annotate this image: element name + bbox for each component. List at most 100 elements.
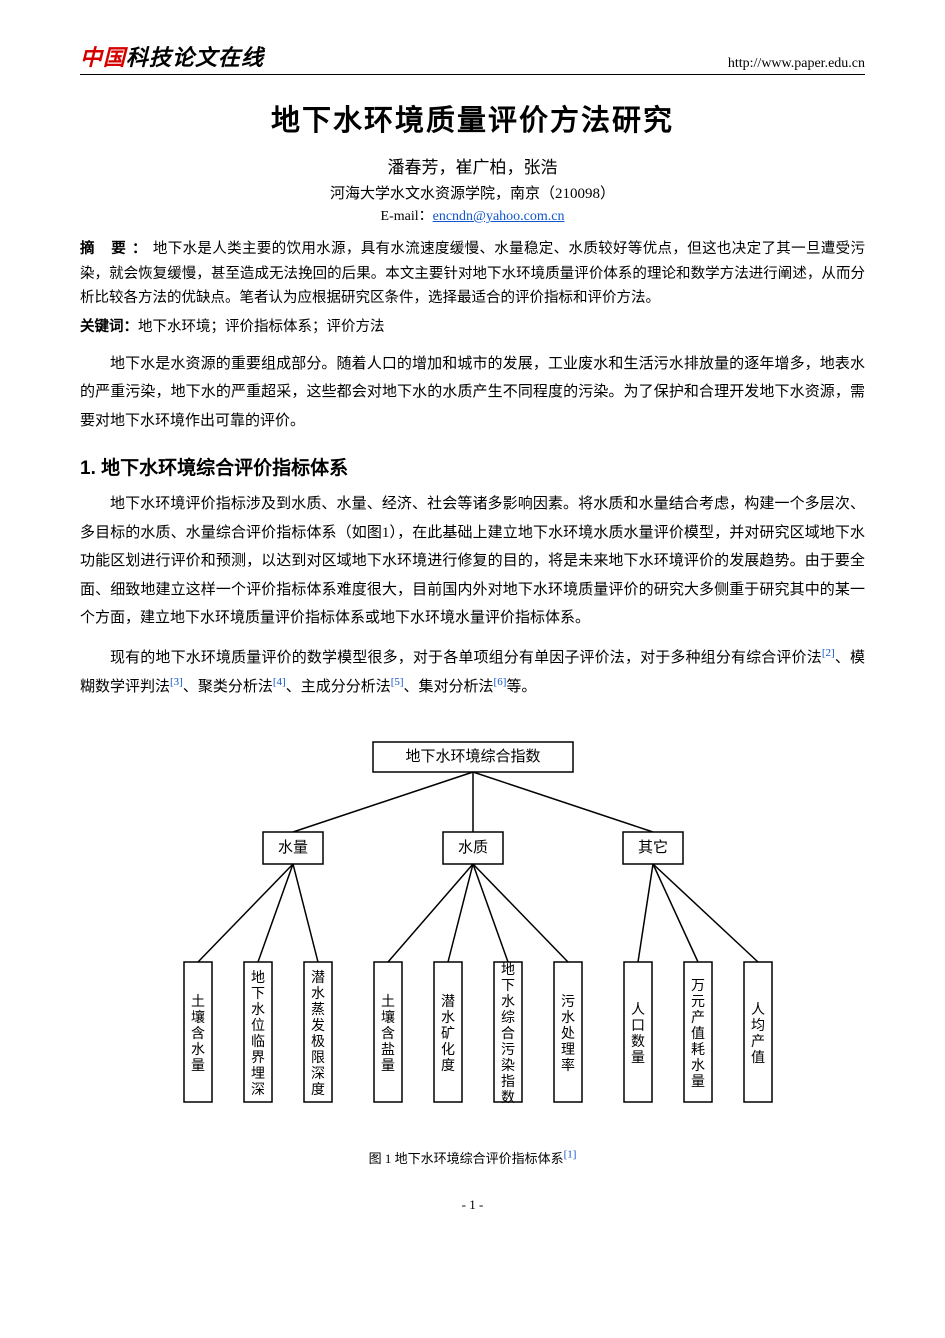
svg-text:数: 数 bbox=[631, 1034, 645, 1050]
svg-text:量: 量 bbox=[631, 1050, 645, 1066]
figure-1-caption: 图 1 地下水环境综合评价指标体系[1] bbox=[80, 1148, 865, 1167]
svg-text:处: 处 bbox=[561, 1026, 575, 1042]
svg-text:值: 值 bbox=[691, 1026, 705, 1042]
svg-text:量: 量 bbox=[691, 1074, 705, 1090]
section-1-para-2: 现有的地下水环境质量评价的数学模型很多，对于各单项组分有单因子评价法，对于多种组… bbox=[80, 643, 865, 702]
svg-text:度: 度 bbox=[311, 1082, 325, 1098]
email-label: E-mail： bbox=[381, 209, 433, 224]
svg-text:量: 量 bbox=[191, 1058, 205, 1074]
svg-text:人: 人 bbox=[631, 1002, 645, 1018]
page-header: 中国科技论文在线 http://www.paper.edu.cn bbox=[80, 40, 865, 75]
ref-4[interactable]: [4] bbox=[273, 676, 286, 688]
figure-1: 地下水环境综合指数水量水质其它土壤含水量地下水位临界埋深潜水蒸发极限深度土壤含盐… bbox=[153, 722, 793, 1142]
svg-text:水质: 水质 bbox=[457, 839, 487, 856]
logo-black: 科技论文在线 bbox=[126, 45, 264, 70]
svg-text:人: 人 bbox=[751, 1002, 765, 1018]
keywords-text: 地下水环境；评价指标体系；评价方法 bbox=[138, 319, 385, 335]
svg-text:量: 量 bbox=[381, 1058, 395, 1074]
section-1-para-1: 地下水环境评价指标涉及到水质、水量、经济、社会等诸多影响因素。将水质和水量结合考… bbox=[80, 490, 865, 633]
svg-text:水量: 水量 bbox=[277, 839, 307, 856]
svg-text:临: 临 bbox=[251, 1034, 265, 1050]
fig-caption-text: 图 1 地下水环境综合评价指标体系 bbox=[369, 1151, 564, 1166]
authors: 潘春芳，崔广柏，张浩 bbox=[80, 153, 865, 178]
intro-paragraph: 地下水是水资源的重要组成部分。随着人口的增加和城市的发展，工业废水和生活污水排放… bbox=[80, 350, 865, 436]
svg-text:壤: 壤 bbox=[381, 1009, 395, 1026]
svg-text:产: 产 bbox=[691, 1010, 705, 1026]
svg-text:极: 极 bbox=[311, 1034, 325, 1050]
svg-text:壤: 壤 bbox=[191, 1009, 205, 1026]
svg-text:埋: 埋 bbox=[251, 1066, 265, 1082]
site-url: http://www.paper.edu.cn bbox=[728, 56, 865, 72]
svg-text:均: 均 bbox=[751, 1018, 765, 1034]
svg-text:含: 含 bbox=[191, 1026, 205, 1042]
paper-title: 地下水环境质量评价方法研究 bbox=[80, 97, 865, 139]
svg-text:潜: 潜 bbox=[441, 994, 455, 1010]
svg-text:水: 水 bbox=[251, 1002, 265, 1018]
svg-text:下: 下 bbox=[251, 987, 265, 1002]
svg-text:盐: 盐 bbox=[381, 1042, 395, 1058]
email-line: E-mail：encndn@yahoo.com.cn bbox=[80, 205, 865, 225]
ref-5[interactable]: [5] bbox=[391, 676, 404, 688]
section-1-heading: 1. 地下水环境综合评价指标体系 bbox=[80, 453, 865, 480]
svg-text:深: 深 bbox=[251, 1082, 265, 1098]
p2-seg1: 现有的地下水环境质量评价的数学模型很多，对于各单项组分有单因子评价法，对于多种组… bbox=[110, 650, 822, 666]
svg-text:地: 地 bbox=[501, 962, 515, 978]
svg-text:合: 合 bbox=[501, 1026, 515, 1042]
svg-text:理: 理 bbox=[561, 1043, 575, 1058]
svg-text:口: 口 bbox=[631, 1019, 645, 1034]
svg-text:深: 深 bbox=[311, 1066, 325, 1082]
logo-red: 中国 bbox=[80, 45, 126, 70]
keywords-label: 关键词： bbox=[80, 319, 138, 335]
svg-text:水: 水 bbox=[191, 1042, 205, 1058]
svg-text:率: 率 bbox=[561, 1057, 575, 1074]
svg-text:土: 土 bbox=[191, 994, 205, 1010]
page-number: - 1 - bbox=[80, 1197, 865, 1213]
abstract-text: 地下水是人类主要的饮用水源，具有水流速度缓慢、水量稳定、水质较好等优点，但这也决… bbox=[80, 241, 865, 306]
svg-text:位: 位 bbox=[251, 1018, 265, 1034]
svg-text:含: 含 bbox=[381, 1026, 395, 1042]
svg-text:数: 数 bbox=[501, 1090, 515, 1106]
svg-text:度: 度 bbox=[441, 1058, 455, 1074]
svg-text:水: 水 bbox=[501, 994, 515, 1010]
page: 中国科技论文在线 http://www.paper.edu.cn 地下水环境质量… bbox=[0, 0, 945, 1243]
svg-text:蒸: 蒸 bbox=[311, 1002, 325, 1018]
svg-text:发: 发 bbox=[311, 1018, 325, 1034]
ref-1[interactable]: [1] bbox=[564, 1148, 577, 1160]
p2-seg3: 、聚类分析法 bbox=[183, 679, 273, 695]
p2-seg4: 、主成分分析法 bbox=[286, 679, 391, 695]
email-link[interactable]: encndn@yahoo.com.cn bbox=[433, 209, 565, 224]
svg-text:元: 元 bbox=[691, 995, 705, 1010]
p2-tail: 等。 bbox=[506, 679, 536, 695]
svg-text:下: 下 bbox=[501, 979, 515, 994]
svg-text:值: 值 bbox=[751, 1050, 765, 1066]
svg-text:其它: 其它 bbox=[637, 838, 667, 856]
svg-text:水: 水 bbox=[561, 1010, 575, 1026]
svg-text:水: 水 bbox=[311, 986, 325, 1002]
ref-6[interactable]: [6] bbox=[494, 676, 507, 688]
tree-diagram: 地下水环境综合指数水量水质其它土壤含水量地下水位临界埋深潜水蒸发极限深度土壤含盐… bbox=[153, 722, 793, 1142]
svg-text:产: 产 bbox=[751, 1034, 765, 1050]
svg-text:地: 地 bbox=[251, 970, 265, 986]
p2-seg5: 、集对分析法 bbox=[404, 679, 494, 695]
svg-text:土: 土 bbox=[381, 994, 395, 1010]
svg-text:矿: 矿 bbox=[441, 1026, 455, 1042]
abstract-block: 摘 要：地下水是人类主要的饮用水源，具有水流速度缓慢、水量稳定、水质较好等优点，… bbox=[80, 237, 865, 311]
svg-text:污: 污 bbox=[561, 994, 575, 1010]
svg-text:指: 指 bbox=[501, 1074, 515, 1090]
svg-text:潜: 潜 bbox=[311, 970, 325, 986]
svg-text:水: 水 bbox=[691, 1058, 705, 1074]
svg-text:综: 综 bbox=[501, 1010, 515, 1026]
svg-text:污: 污 bbox=[501, 1042, 515, 1058]
svg-text:万: 万 bbox=[691, 979, 705, 994]
affiliation: 河海大学水文水资源学院，南京（210098） bbox=[80, 182, 865, 203]
ref-3[interactable]: [3] bbox=[170, 676, 183, 688]
site-logo: 中国科技论文在线 bbox=[80, 40, 264, 72]
ref-2[interactable]: [2] bbox=[822, 647, 835, 659]
svg-text:界: 界 bbox=[251, 1051, 265, 1066]
keywords-block: 关键词：地下水环境；评价指标体系；评价方法 bbox=[80, 315, 865, 340]
svg-text:水: 水 bbox=[441, 1010, 455, 1026]
svg-text:染: 染 bbox=[501, 1058, 515, 1074]
svg-text:耗: 耗 bbox=[691, 1042, 705, 1058]
svg-text:化: 化 bbox=[441, 1042, 455, 1058]
svg-text:地下水环境综合指数: 地下水环境综合指数 bbox=[405, 747, 540, 765]
